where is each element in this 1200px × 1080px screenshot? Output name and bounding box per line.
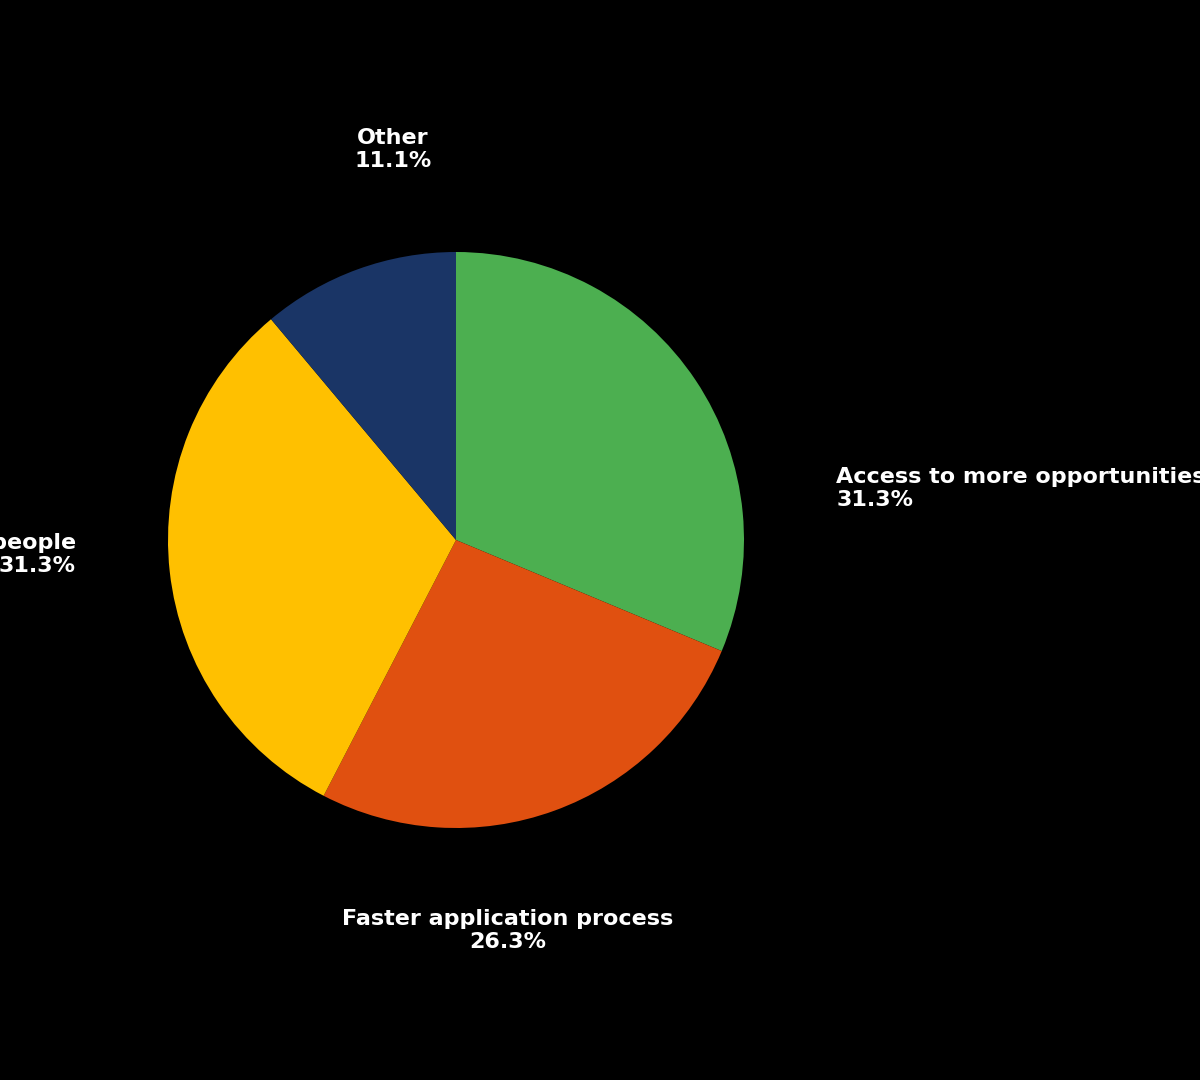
Wedge shape xyxy=(324,540,721,828)
Text: Other
11.1%: Other 11.1% xyxy=(354,129,431,172)
Text: Easier to connect with people
31.3%: Easier to connect with people 31.3% xyxy=(0,532,76,576)
Wedge shape xyxy=(456,252,744,651)
Text: Access to more opportunities
31.3%: Access to more opportunities 31.3% xyxy=(836,467,1200,510)
Wedge shape xyxy=(168,320,456,796)
Wedge shape xyxy=(271,252,456,540)
Text: Faster application process
26.3%: Faster application process 26.3% xyxy=(342,908,673,951)
